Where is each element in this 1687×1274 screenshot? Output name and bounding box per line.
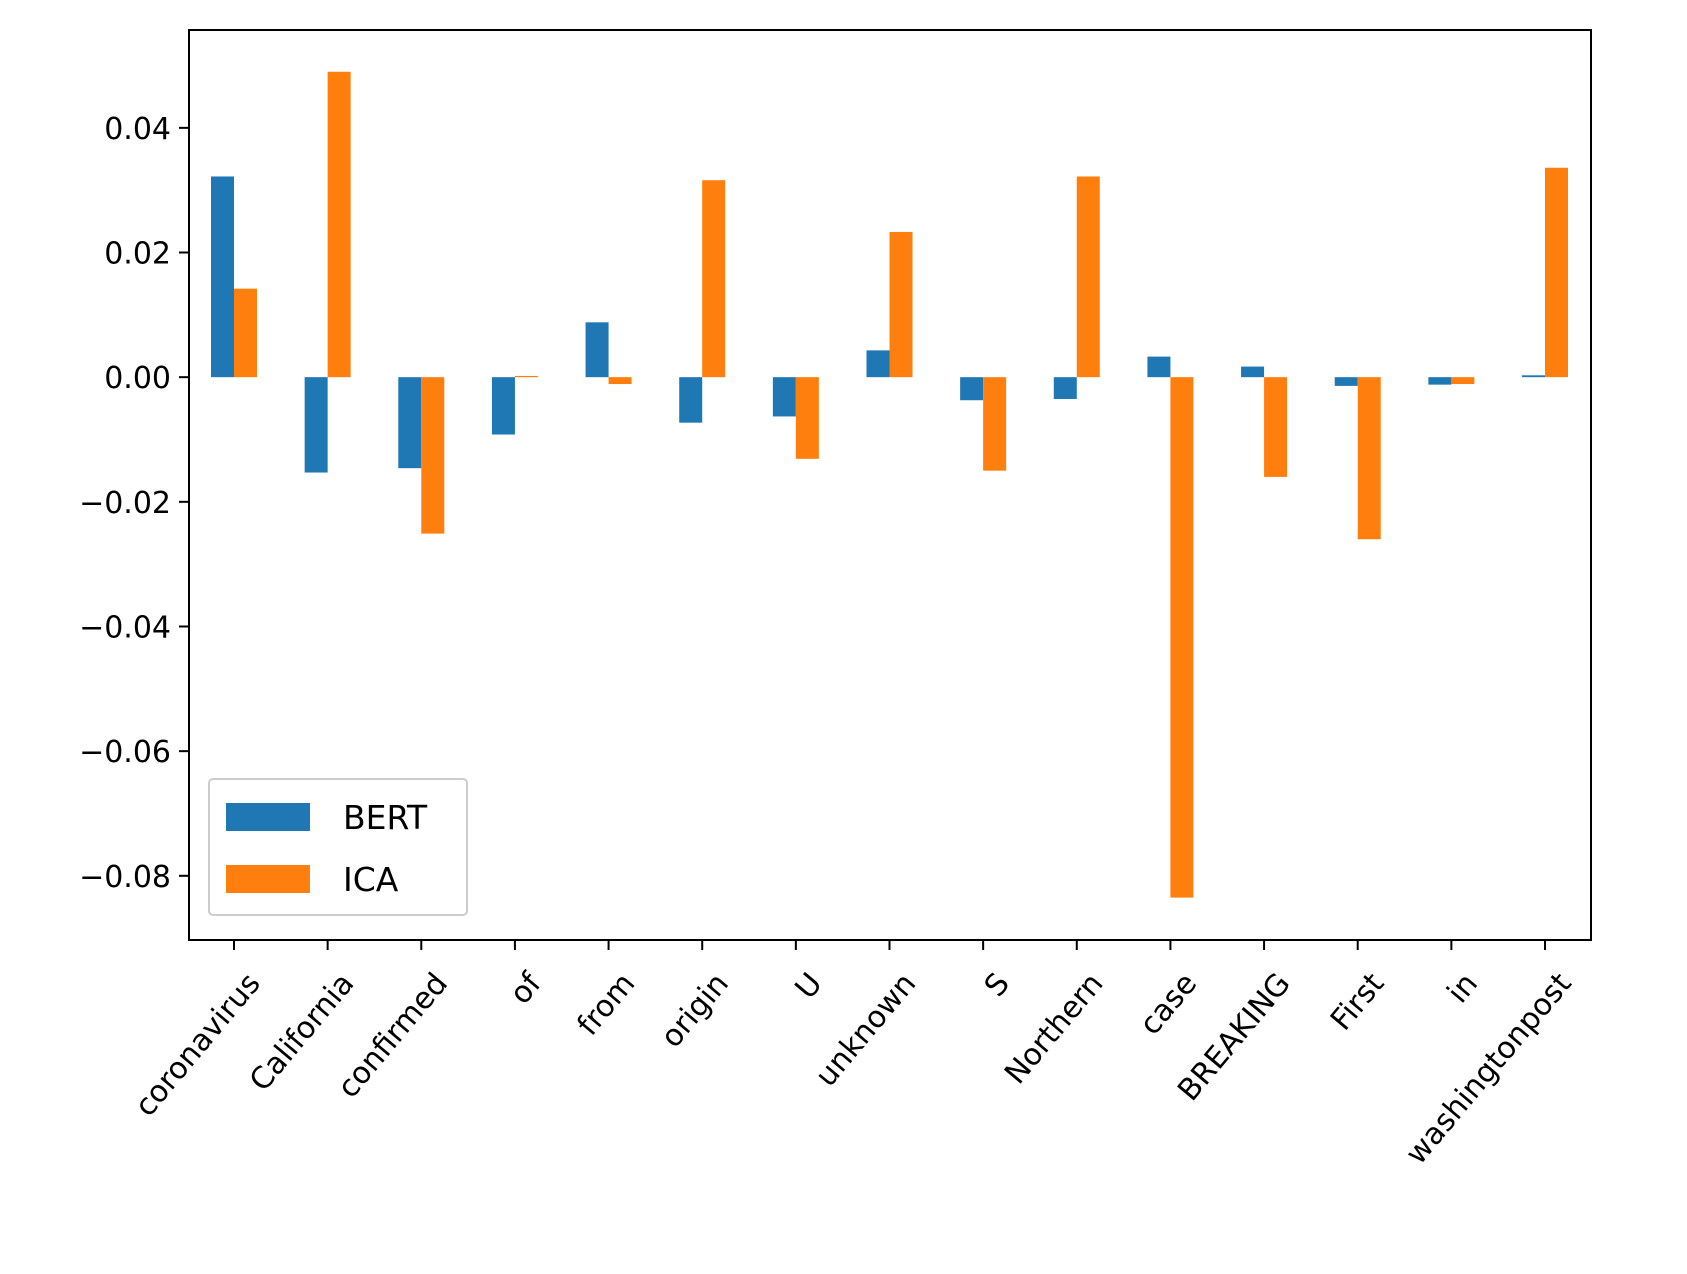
bar-bert-origin (679, 377, 703, 423)
y-tick-label: −0.04 (79, 610, 171, 645)
legend-swatch-bert (226, 803, 310, 831)
x-tick-label-u: U (789, 967, 830, 1006)
bar-bert-washingtonpost (1522, 375, 1545, 378)
bar-ica-confirmed (421, 377, 445, 534)
bar-bert-confirmed (398, 377, 422, 469)
x-tick-label-in: in (1441, 967, 1485, 1010)
bar-ica-northern (1076, 176, 1100, 378)
bar-ica-of (514, 375, 538, 378)
bar-bert-case (1147, 356, 1171, 378)
bar-ica-first (1357, 377, 1381, 540)
legend-label-bert: BERT (343, 798, 428, 837)
bar-ica-california (327, 71, 351, 378)
bar-bert-from (585, 322, 609, 378)
legend-swatch-ica (226, 865, 310, 893)
y-axis: −0.08 −0.06 −0.04 −0.02 0.00 0.02 0.04 (79, 112, 189, 895)
y-tick-label: 0.04 (104, 112, 171, 147)
bar-ica-washingtonpost (1545, 167, 1568, 378)
bar-ica-from (608, 377, 632, 385)
bar-bert-california (304, 377, 328, 473)
y-tick-label: −0.02 (79, 486, 171, 521)
bar-ica-coronavirus (234, 288, 257, 378)
x-tick-label-case: case (1133, 967, 1204, 1042)
y-tick-label: 0.02 (104, 237, 171, 272)
bar-ica-breaking (1264, 377, 1288, 477)
x-tick-label-origin: origin (654, 967, 736, 1055)
bars-layer (211, 71, 1568, 898)
bar-ica-s (983, 377, 1007, 471)
bar-bert-northern (1053, 377, 1077, 399)
x-tick-label-s: S (978, 967, 1017, 1004)
x-tick-label-northern: Northern (998, 967, 1110, 1092)
bar-bert-unknown (866, 350, 890, 378)
legend-box (208, 778, 468, 916)
bar-bert-of (491, 377, 515, 435)
bar-ica-origin (702, 180, 726, 378)
bar-bert-in (1428, 377, 1452, 385)
bar-bert-coronavirus (211, 176, 234, 378)
x-tick-label-coronavirus: coronavirus (128, 967, 268, 1124)
x-tick-label-from: from (571, 967, 643, 1043)
bar-bert-first (1334, 377, 1358, 386)
plot-frame (188, 29, 1592, 941)
bar-bert-u (772, 377, 796, 417)
legend-label-ica: ICA (343, 860, 399, 899)
bar-bert-breaking (1241, 366, 1265, 378)
x-tick-label-of: of (503, 965, 549, 1011)
bar-ica-in (1451, 377, 1475, 385)
bar-ica-case (1170, 377, 1194, 898)
bar-bert-s (960, 377, 984, 401)
bar-ica-u (795, 377, 819, 459)
x-tick-label-first: First (1324, 966, 1392, 1037)
legend: BERT ICA (208, 778, 468, 916)
y-tick-label: 0.00 (104, 361, 171, 396)
y-tick-label: −0.08 (79, 860, 171, 895)
y-tick-label: −0.06 (79, 735, 171, 770)
x-tick-label-unknown: unknown (809, 967, 923, 1094)
bar-ica-unknown (889, 231, 913, 378)
x-tick-label-washingtonpost: washingtonpost (1399, 966, 1579, 1171)
